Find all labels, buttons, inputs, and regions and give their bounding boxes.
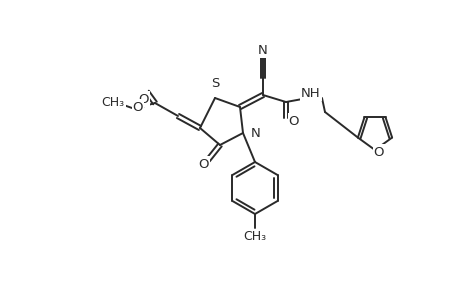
Text: S: S	[210, 77, 218, 90]
Text: CH₃: CH₃	[101, 95, 124, 109]
Text: O: O	[288, 115, 299, 128]
Text: O: O	[373, 146, 383, 158]
Text: O: O	[139, 92, 149, 106]
Text: N: N	[257, 44, 267, 56]
Text: NH: NH	[301, 86, 320, 100]
Text: CH₃: CH₃	[243, 230, 266, 242]
Text: O: O	[198, 158, 209, 170]
Text: N: N	[251, 127, 260, 140]
Text: O: O	[133, 100, 143, 113]
